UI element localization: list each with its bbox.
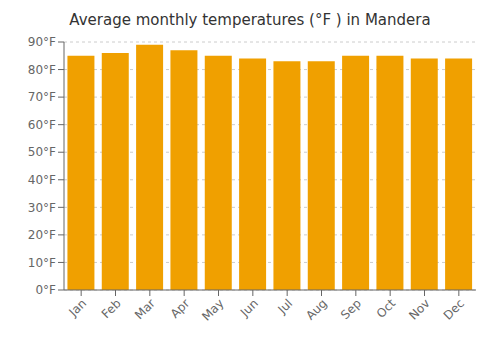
svg-text:Jun: Jun [237, 296, 261, 320]
svg-text:Jul: Jul [274, 296, 295, 317]
svg-text:Nov: Nov [406, 296, 432, 322]
svg-text:Oct: Oct [374, 296, 399, 321]
svg-text:Sep: Sep [338, 296, 364, 322]
svg-text:90°F: 90°F [28, 35, 56, 49]
html-text:Average monthly temperatures (: Average monthly temperatures (°F ) in Ma… [69, 11, 431, 29]
svg-text:Feb: Feb [99, 296, 124, 321]
svg-text:Mar: Mar [132, 296, 158, 322]
svg-text:Jan: Jan [66, 296, 90, 320]
svg-text:Apr: Apr [168, 296, 193, 321]
svg-text:Aug: Aug [303, 296, 329, 322]
svg-text:70°F: 70°F [28, 90, 56, 104]
svg-text:30°F: 30°F [28, 201, 56, 215]
svg-text:40°F: 40°F [28, 173, 56, 187]
svg-text:60°F: 60°F [28, 118, 56, 132]
svg-text:50°F: 50°F [28, 145, 56, 159]
svg-text:20°F: 20°F [28, 228, 56, 242]
svg-text:80°F: 80°F [28, 63, 56, 77]
svg-text:10°F: 10°F [28, 256, 56, 270]
svg-text:May: May [199, 296, 226, 323]
svg-text:Dec: Dec [441, 296, 467, 322]
svg-text:0°F: 0°F [35, 283, 56, 297]
